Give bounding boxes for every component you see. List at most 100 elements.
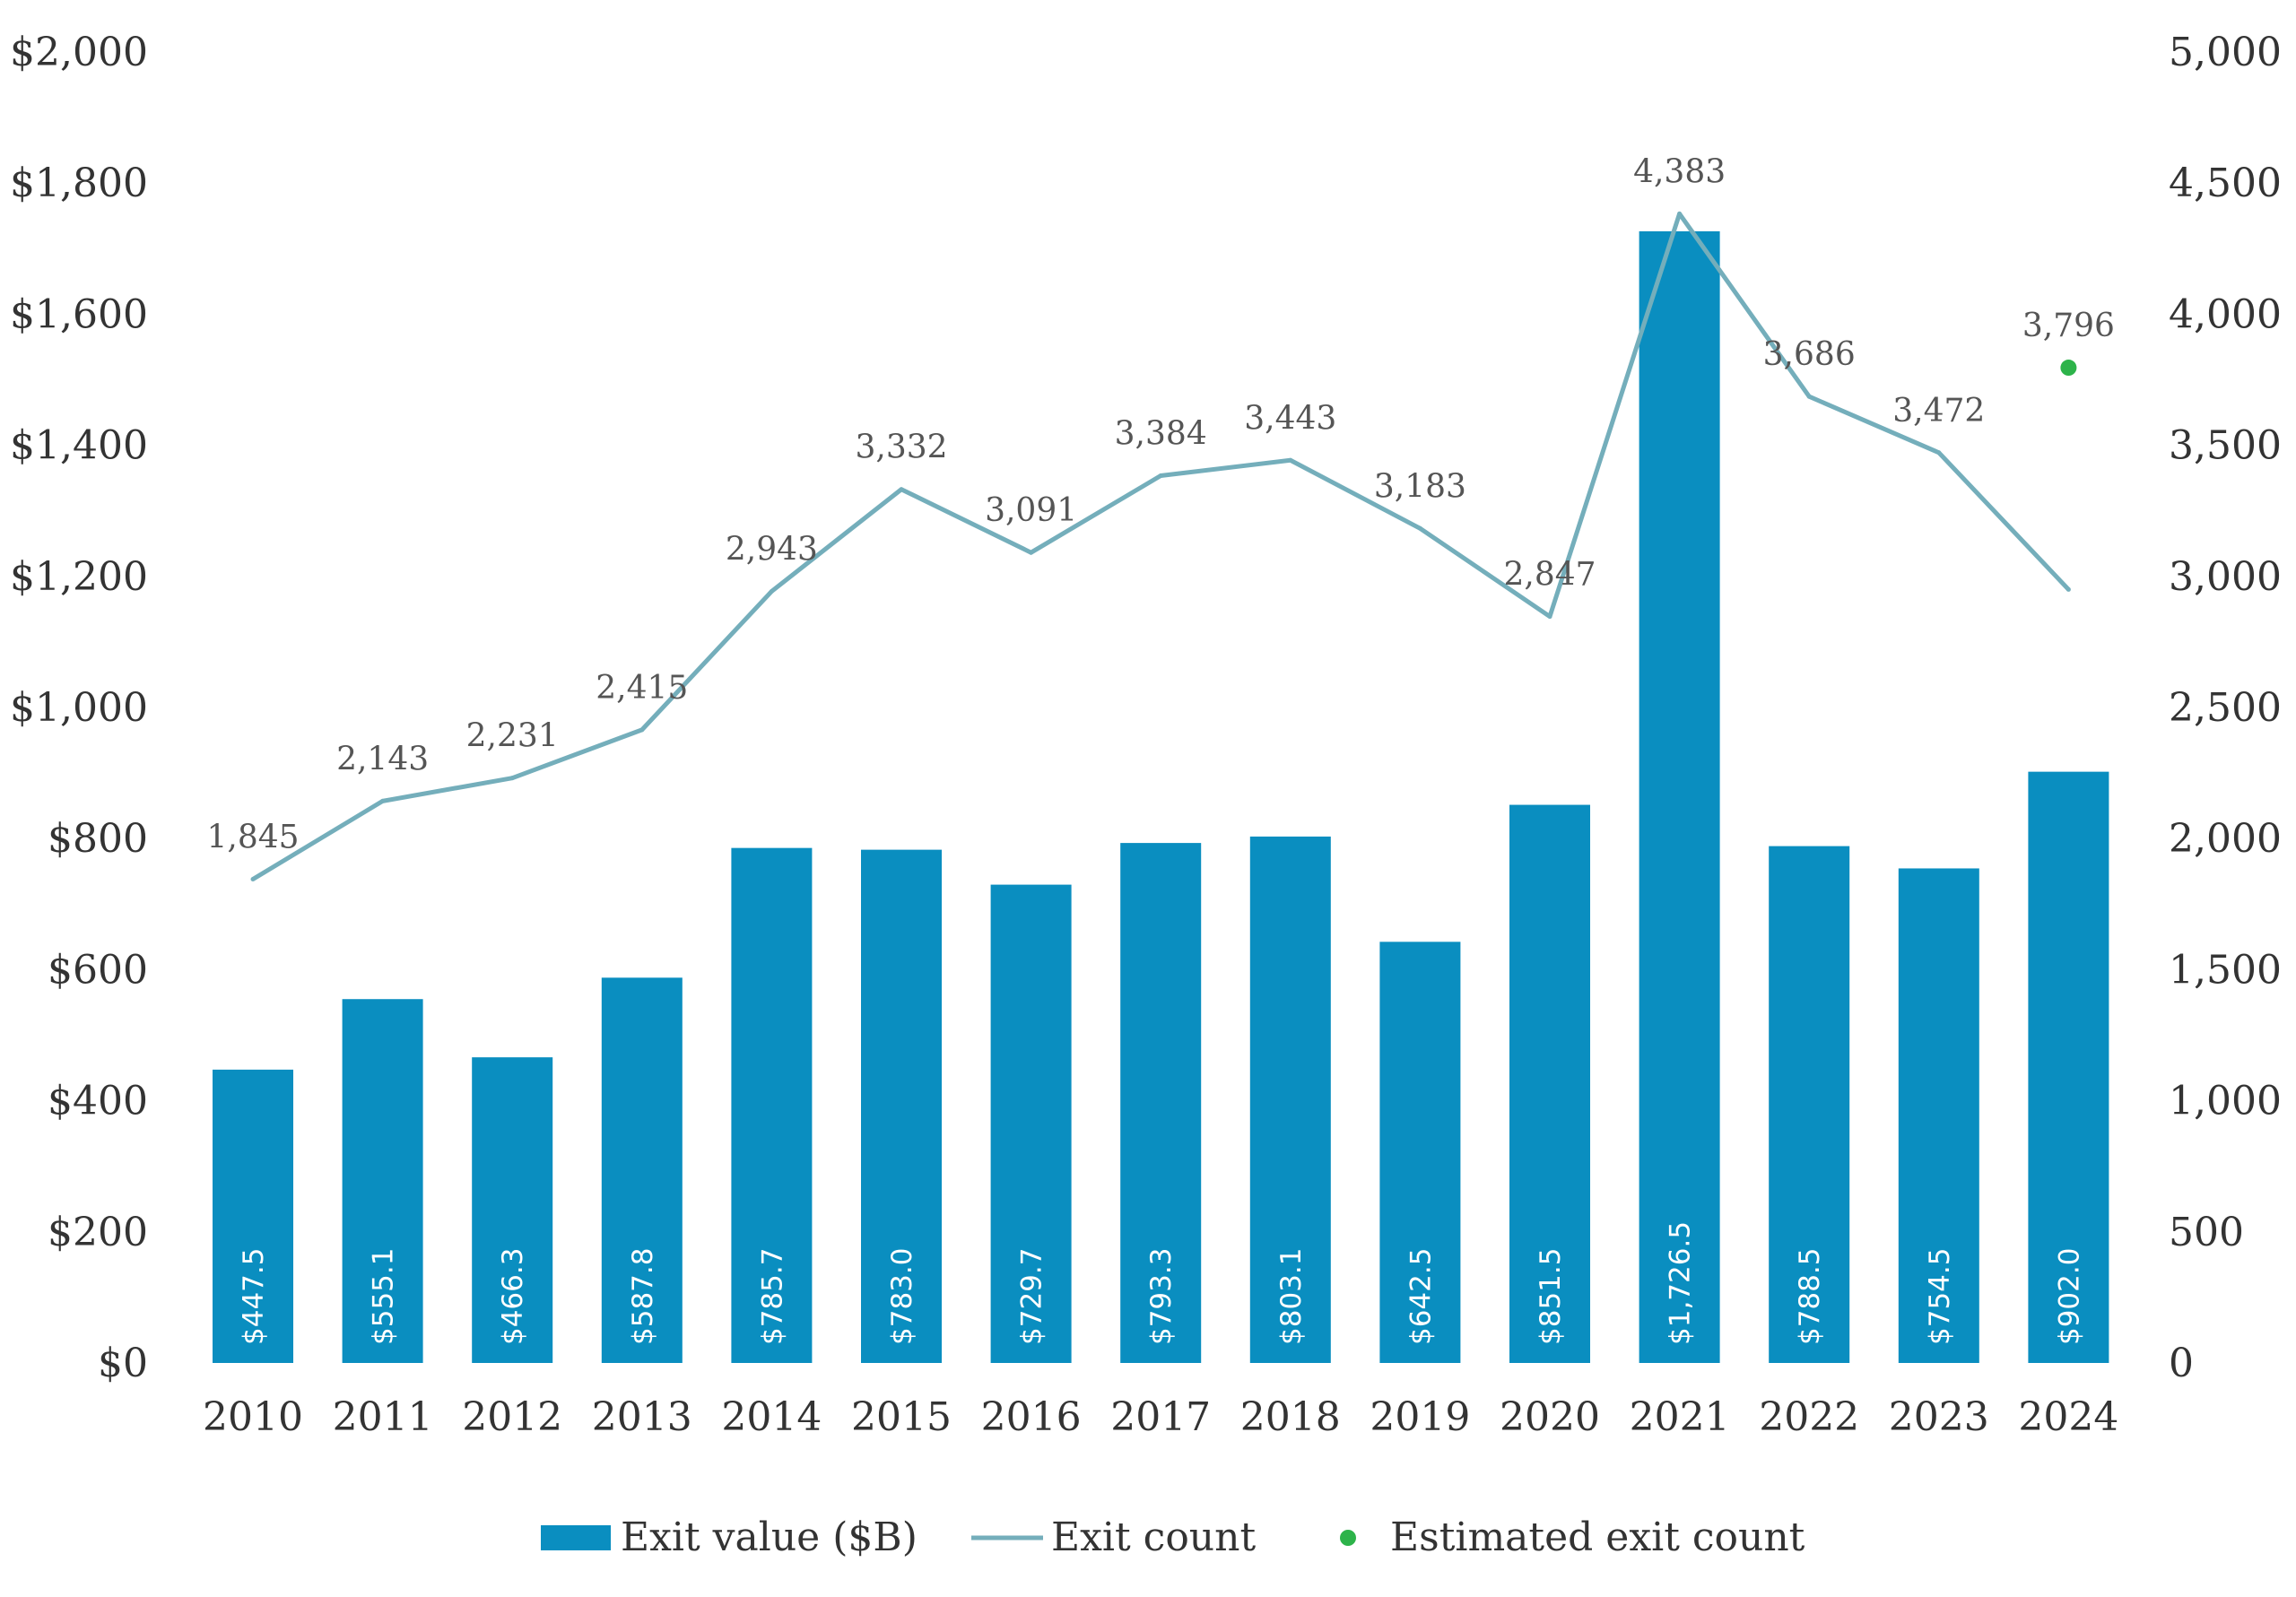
x-axis-tick-label: 2021: [1630, 1394, 1730, 1440]
x-axis: 2010 2011 2012 2013 2014 2015 2016 2017 2018 2019…: [203, 1394, 2118, 1440]
exit-count-point: [380, 798, 386, 803]
exit-value-bar-label: $851.5: [1535, 1248, 1567, 1345]
exit-value-bar: [1639, 230, 1720, 1364]
estimated-exit-count-label: 3,796: [2022, 308, 2115, 344]
right-axis-tick-label: 0: [2169, 1341, 2194, 1386]
legend-swatch-estimated-exit-count: [1340, 1530, 1356, 1546]
exit-value-bar: [342, 999, 423, 1363]
exit-value-bar: [731, 847, 813, 1363]
right-y-axis: 0 500 1,000 1,500 2,000 2,500 3,000 3,500 4,000 4…: [2169, 30, 2282, 1386]
legend-swatch-exit-value: [541, 1525, 611, 1550]
x-axis-tick-label: 2013: [592, 1394, 692, 1440]
right-axis-tick-label: 3,500: [2169, 423, 2282, 469]
right-axis-tick-label: 4,500: [2169, 161, 2282, 206]
x-axis-tick-label: 2024: [2018, 1394, 2118, 1440]
exit-value-bar-label: $555.1: [368, 1248, 400, 1345]
exit-value-bar-label: $783.0: [886, 1248, 918, 1345]
exit-count-point: [2066, 586, 2071, 592]
left-axis-tick-label: $1,800: [10, 161, 148, 206]
exit-value-bars: [213, 230, 2109, 1364]
exit-value-bar: [1769, 846, 1850, 1363]
left-axis-tick-label: $600: [48, 947, 148, 993]
exit-count-point: [1158, 473, 1163, 479]
left-axis-tick-label: $1,400: [10, 423, 148, 469]
exit-count-point: [509, 776, 515, 781]
left-axis-tick-label: $1,000: [10, 685, 148, 731]
right-axis-tick-label: 4,000: [2169, 291, 2282, 337]
exit-value-bar-label: $788.5: [1794, 1248, 1826, 1345]
right-axis-tick-label: 1,000: [2169, 1079, 2282, 1124]
exit-value-bar-label: $754.5: [1924, 1248, 1956, 1345]
legend-label-exit-value: Exit value ($B): [621, 1515, 918, 1560]
exit-count-line: [251, 211, 2071, 881]
left-axis-tick-label: $400: [48, 1079, 148, 1124]
exit-value-bar: [861, 849, 942, 1363]
exit-value-bar-label: $466.3: [497, 1248, 529, 1345]
exit-count-label: 2,231: [466, 718, 559, 755]
exit-value-bar-label: $803.1: [1275, 1248, 1308, 1345]
right-axis-tick-label: 1,500: [2169, 947, 2282, 993]
exit-value-bar: [472, 1057, 553, 1363]
exit-value-bar: [990, 884, 1072, 1363]
exit-count-label: 3,443: [1244, 400, 1336, 437]
exit-count-line-layer: [250, 211, 2071, 882]
exit-value-bar: [1120, 843, 1202, 1363]
exit-count-label: 3,384: [1115, 416, 1207, 453]
left-axis-tick-label: $1,600: [10, 291, 148, 337]
exit-count-label: 2,943: [726, 531, 818, 568]
exit-count-label: 4,383: [1633, 153, 1726, 190]
exit-value-bar: [1509, 804, 1590, 1363]
legend-label-estimated-exit-count: Estimated exit count: [1390, 1515, 1805, 1560]
exit-value-bar-label: $729.7: [1016, 1248, 1048, 1345]
exit-count-point: [1547, 614, 1552, 620]
right-axis-tick-label: 3,000: [2169, 554, 2282, 600]
exit-count-label: 3,472: [1892, 393, 1985, 430]
right-axis-tick-label: 2,500: [2169, 685, 2282, 731]
exit-value-bar: [1249, 836, 1331, 1363]
exit-count-label: 2,143: [336, 741, 429, 777]
exit-value-bar-label: $642.5: [1405, 1248, 1437, 1345]
x-axis-tick-label: 2022: [1759, 1394, 1859, 1440]
right-axis-tick-label: 2,000: [2169, 816, 2282, 862]
left-axis-tick-label: $2,000: [10, 30, 148, 75]
left-axis-tick-label: $0: [98, 1341, 148, 1386]
left-axis-tick-label: $1,200: [10, 554, 148, 600]
exit-count-label: 2,415: [596, 670, 688, 707]
left-y-axis: $0 $200 $400 $600 $800 $1,000 $1,200 $1,400 $1,6…: [10, 30, 148, 1386]
estimated-exit-count-layer: 3,796: [2022, 308, 2115, 377]
exit-count-label: 3,332: [855, 430, 947, 466]
x-axis-tick-label: 2011: [333, 1394, 433, 1440]
right-axis-tick-label: 5,000: [2169, 30, 2282, 75]
estimated-exit-count-point: [2060, 360, 2077, 377]
exit-count-point: [639, 727, 645, 733]
legend: Exit value ($B) Exit count Estimated exit …: [541, 1515, 1805, 1560]
x-axis-tick-label: 2018: [1240, 1394, 1341, 1440]
left-axis-tick-label: $200: [48, 1210, 148, 1255]
exit-count-point: [1936, 450, 1942, 456]
exit-count-label: 2,847: [1503, 557, 1596, 594]
exit-count-labels: 1,845 2,143 2,231 2,415 2,943 3,332 3,091 3,384…: [206, 153, 1985, 855]
exit-count-point: [899, 487, 904, 492]
exit-count-label: 3,183: [1374, 468, 1466, 505]
exit-value-bar-label: $793.3: [1145, 1248, 1178, 1345]
exit-value-bar-label: $1,726.5: [1665, 1221, 1697, 1345]
x-axis-tick-label: 2020: [1500, 1394, 1600, 1440]
exit-value-bar: [1379, 942, 1461, 1363]
exit-count-point: [1029, 550, 1034, 555]
exit-value-bar-label: $447.5: [238, 1248, 270, 1345]
x-axis-tick-label: 2014: [721, 1394, 822, 1440]
exit-count-point: [1417, 525, 1422, 531]
left-axis-tick-label: $800: [48, 816, 148, 862]
x-axis-tick-label: 2015: [851, 1394, 952, 1440]
x-axis-tick-label: 2017: [1110, 1394, 1211, 1440]
exit-count-point: [1288, 457, 1293, 463]
exit-count-label: 3,091: [985, 492, 1077, 529]
exit-value-bar-label: $587.8: [627, 1248, 659, 1345]
x-axis-tick-label: 2019: [1370, 1394, 1470, 1440]
right-axis-tick-label: 500: [2169, 1210, 2244, 1255]
exit-value-bar: [2028, 771, 2109, 1363]
legend-label-exit-count: Exit count: [1051, 1515, 1256, 1560]
x-axis-tick-label: 2016: [981, 1394, 1082, 1440]
x-axis-tick-label: 2010: [203, 1394, 303, 1440]
